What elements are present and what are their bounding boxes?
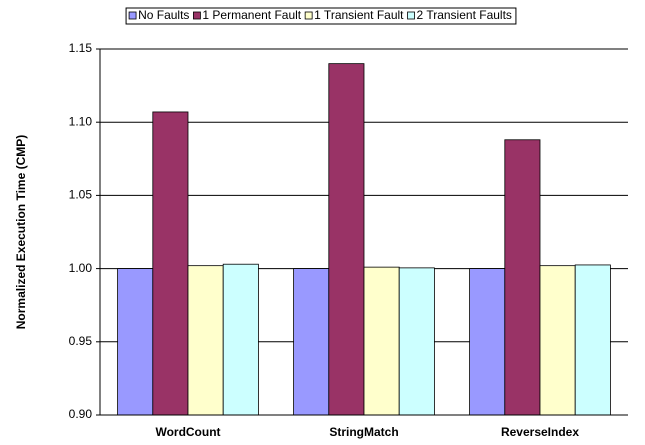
legend-label: 2 Transient Faults: [417, 8, 512, 22]
x-tick-label: StringMatch: [329, 425, 398, 439]
bar: [504, 139, 541, 416]
legend-swatch: [407, 11, 415, 20]
x-tick-label: ReverseIndex: [501, 425, 579, 439]
bar: [117, 268, 154, 416]
y-tick-label: 1.00: [69, 261, 93, 275]
legend-label: 1 Transient Fault: [314, 8, 404, 22]
bar: [328, 63, 365, 416]
y-tick-label: 1.05: [69, 188, 93, 202]
legend-swatch: [128, 11, 137, 20]
y-tick-label: 0.95: [69, 334, 93, 348]
bar: [539, 265, 576, 416]
bar: [293, 268, 330, 416]
bar: [222, 263, 259, 416]
bar: [469, 268, 506, 416]
y-tick-label: 0.90: [69, 407, 93, 421]
y-axis-label: Normalized Execution Time (CMP): [14, 135, 28, 329]
bar: [187, 265, 224, 416]
legend-swatch: [193, 11, 201, 20]
bar: [574, 264, 611, 416]
bar: [152, 111, 189, 416]
legend-label: 1 Permanent Fault: [202, 8, 301, 22]
legend: No Faults 1 Permanent Fault 1 Transient Fa…: [125, 7, 517, 25]
x-tick-label: WordCount: [155, 425, 220, 439]
bar: [398, 267, 435, 416]
y-tick-label: 1.10: [69, 114, 93, 128]
legend-box: [125, 7, 517, 25]
legend-swatch: [304, 11, 313, 20]
y-tick-label: 1.15: [69, 41, 93, 55]
legend-label: No Faults: [138, 8, 189, 22]
bar: [363, 266, 400, 416]
